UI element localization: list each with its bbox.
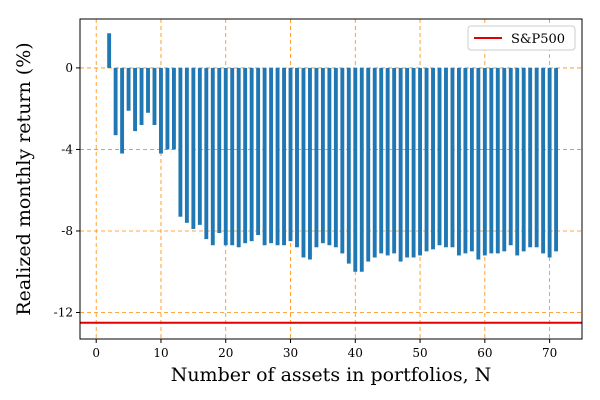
bar [184, 67, 189, 223]
bar [437, 67, 442, 246]
bar [547, 67, 552, 258]
bar [366, 67, 371, 262]
bars-layer [107, 33, 559, 272]
bar [243, 67, 248, 244]
x-tick-label: 50 [412, 346, 427, 360]
x-tick-label: 60 [477, 346, 492, 360]
ticks-layer: 0 10 20 30 40 50 60 70 0 -4 -8 -12 [54, 61, 558, 360]
bar [275, 67, 280, 246]
bar [282, 67, 286, 246]
bar [314, 67, 319, 248]
bar [327, 67, 332, 246]
bar [249, 67, 254, 242]
bar [333, 67, 338, 248]
y-axis-label: Realized monthly return (%) [13, 42, 35, 315]
y-tick-label: -8 [61, 224, 73, 238]
bar [450, 67, 455, 248]
bar [197, 67, 202, 225]
y-tick-label: 0 [65, 61, 73, 75]
bar [398, 67, 403, 262]
bar [379, 67, 384, 254]
bar [528, 67, 533, 248]
y-tick-label: -12 [54, 306, 73, 320]
bar [359, 67, 364, 272]
bar [113, 67, 118, 136]
x-tick-label: 30 [283, 346, 298, 360]
bar [165, 67, 170, 150]
x-tick-label: 40 [348, 346, 363, 360]
bar [217, 67, 222, 234]
bar [133, 67, 138, 132]
bar [295, 67, 299, 248]
bar [256, 67, 261, 236]
x-tick-label: 20 [218, 346, 233, 360]
bar [482, 67, 487, 256]
bar [456, 67, 461, 256]
bar [353, 67, 358, 272]
bar [424, 67, 429, 252]
bar [191, 67, 196, 229]
legend-label-sp500: S&P500 [511, 32, 565, 47]
bar [171, 67, 176, 150]
bar [444, 67, 448, 248]
bar [405, 67, 410, 258]
bar [521, 67, 526, 252]
x-tick-label: 10 [153, 346, 168, 360]
bar [346, 67, 351, 264]
bar [385, 67, 390, 256]
bar [411, 67, 416, 258]
bar [431, 67, 435, 250]
bar [223, 67, 228, 246]
x-tick-label: 0 [92, 346, 100, 360]
bar [126, 67, 131, 111]
bar [159, 67, 163, 154]
bar [230, 67, 235, 246]
bar [469, 67, 474, 252]
x-axis-label: Number of assets in portfolios, N [171, 364, 492, 386]
grid-layer [80, 19, 582, 339]
bar [515, 67, 520, 256]
bar [502, 67, 507, 252]
bar [107, 33, 112, 68]
legend-box [467, 25, 576, 51]
bar [495, 67, 500, 254]
bar [554, 67, 559, 252]
bar [178, 67, 183, 217]
bar [210, 67, 215, 246]
bar [372, 67, 377, 258]
bar [340, 67, 345, 254]
y-tick-label: -4 [61, 142, 73, 156]
plot-frame [79, 18, 583, 340]
bar [288, 67, 293, 242]
bar [120, 67, 125, 154]
bar [308, 67, 312, 260]
bar [392, 67, 397, 254]
bar [508, 67, 513, 246]
bar [418, 67, 423, 256]
bar [269, 67, 274, 244]
bar [320, 67, 325, 244]
bar [463, 67, 468, 254]
bar [541, 67, 546, 254]
bar [139, 67, 144, 125]
bar [301, 67, 306, 258]
bar [534, 67, 539, 248]
x-tick-label: 70 [542, 346, 557, 360]
bar [489, 67, 494, 254]
bar [152, 67, 157, 125]
legend: S&P500 [467, 25, 576, 51]
bar [236, 67, 241, 248]
bar [476, 67, 481, 260]
bar [262, 67, 267, 246]
bar [204, 67, 209, 240]
bar [146, 67, 150, 113]
